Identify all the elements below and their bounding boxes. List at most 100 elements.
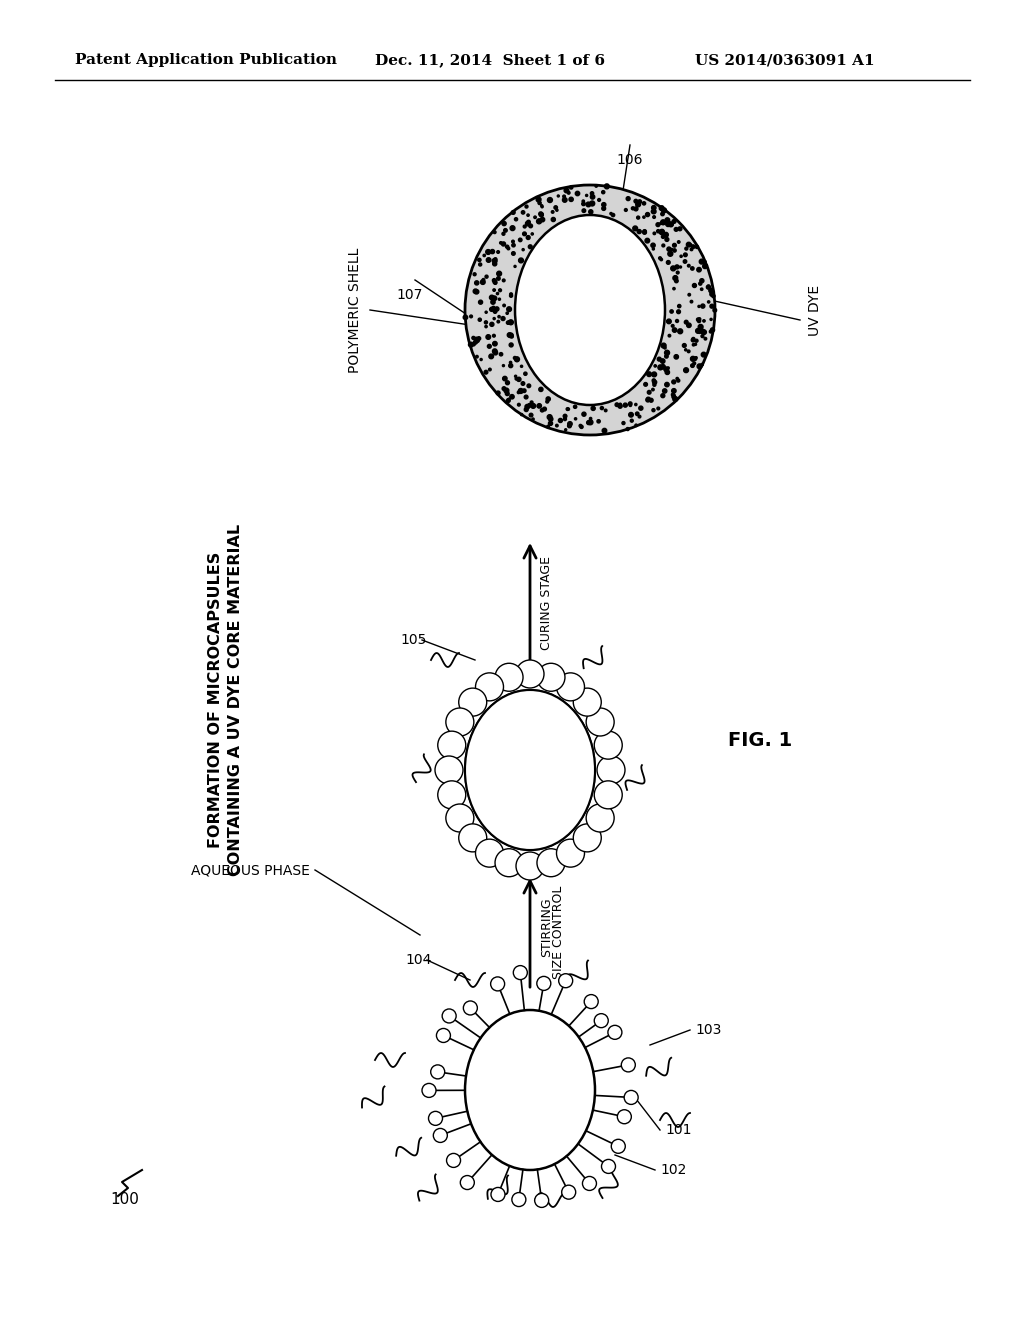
- Circle shape: [673, 248, 676, 252]
- Circle shape: [509, 362, 512, 363]
- Circle shape: [580, 425, 582, 428]
- Circle shape: [622, 421, 625, 425]
- Circle shape: [652, 380, 656, 384]
- Circle shape: [673, 395, 675, 397]
- Circle shape: [470, 315, 472, 318]
- Circle shape: [490, 300, 496, 304]
- Circle shape: [629, 401, 632, 405]
- Circle shape: [494, 351, 498, 355]
- Circle shape: [469, 342, 473, 347]
- Circle shape: [551, 211, 554, 214]
- Circle shape: [485, 326, 487, 327]
- Circle shape: [493, 297, 496, 300]
- Circle shape: [514, 356, 519, 362]
- Circle shape: [586, 804, 614, 832]
- Circle shape: [557, 195, 559, 197]
- Circle shape: [506, 246, 509, 248]
- Circle shape: [582, 202, 586, 206]
- Circle shape: [528, 244, 532, 248]
- Circle shape: [508, 321, 510, 322]
- Circle shape: [710, 330, 712, 333]
- Text: FIG. 1: FIG. 1: [728, 730, 793, 750]
- Circle shape: [474, 337, 478, 341]
- Circle shape: [527, 220, 530, 223]
- Circle shape: [712, 294, 715, 298]
- Circle shape: [499, 289, 502, 292]
- Circle shape: [622, 1057, 635, 1072]
- Circle shape: [677, 379, 680, 381]
- Circle shape: [668, 367, 670, 370]
- Circle shape: [611, 214, 614, 216]
- Circle shape: [521, 381, 524, 385]
- Circle shape: [438, 781, 466, 809]
- Circle shape: [433, 1129, 447, 1142]
- Circle shape: [643, 216, 645, 218]
- Circle shape: [485, 312, 487, 313]
- Text: UV DYE: UV DYE: [808, 284, 822, 335]
- Circle shape: [659, 206, 664, 211]
- Circle shape: [482, 279, 484, 281]
- Circle shape: [618, 404, 623, 408]
- Text: 100: 100: [110, 1192, 139, 1208]
- Text: AQUEOUS PHASE: AQUEOUS PHASE: [191, 863, 310, 876]
- Circle shape: [669, 222, 674, 227]
- Circle shape: [541, 408, 544, 412]
- Circle shape: [695, 356, 697, 359]
- Circle shape: [493, 259, 497, 263]
- Circle shape: [548, 198, 552, 202]
- Circle shape: [662, 235, 665, 239]
- Circle shape: [508, 319, 513, 325]
- Circle shape: [541, 206, 543, 207]
- Text: Patent Application Publication: Patent Application Publication: [75, 53, 337, 67]
- Circle shape: [502, 222, 506, 226]
- Circle shape: [666, 222, 671, 227]
- Circle shape: [493, 334, 496, 337]
- Circle shape: [582, 209, 586, 213]
- Circle shape: [538, 404, 542, 408]
- Circle shape: [511, 210, 515, 214]
- Circle shape: [498, 315, 500, 318]
- Circle shape: [442, 1008, 456, 1023]
- Circle shape: [520, 413, 522, 416]
- Circle shape: [490, 1188, 505, 1201]
- Circle shape: [480, 280, 485, 284]
- Circle shape: [695, 246, 698, 248]
- Circle shape: [620, 403, 622, 405]
- Circle shape: [667, 247, 671, 251]
- Circle shape: [668, 334, 671, 337]
- Circle shape: [602, 206, 605, 210]
- Circle shape: [604, 409, 607, 412]
- Circle shape: [690, 248, 693, 251]
- Circle shape: [499, 298, 501, 300]
- Circle shape: [495, 306, 499, 312]
- Circle shape: [585, 994, 598, 1008]
- Circle shape: [531, 418, 535, 420]
- Circle shape: [445, 804, 474, 832]
- Circle shape: [446, 1154, 461, 1167]
- Circle shape: [488, 354, 494, 359]
- Circle shape: [497, 277, 500, 280]
- Circle shape: [651, 388, 654, 391]
- Circle shape: [573, 688, 601, 717]
- Circle shape: [588, 420, 593, 425]
- Circle shape: [475, 840, 504, 867]
- Circle shape: [475, 338, 479, 342]
- Circle shape: [540, 213, 543, 216]
- Circle shape: [518, 238, 522, 242]
- Circle shape: [700, 329, 705, 334]
- Circle shape: [563, 195, 565, 198]
- Circle shape: [660, 259, 663, 261]
- Circle shape: [509, 333, 513, 338]
- Circle shape: [602, 190, 605, 194]
- Circle shape: [672, 219, 676, 223]
- Circle shape: [501, 317, 505, 321]
- Circle shape: [672, 393, 675, 396]
- Circle shape: [575, 191, 580, 195]
- Circle shape: [520, 366, 522, 367]
- Circle shape: [587, 421, 591, 425]
- Circle shape: [602, 202, 606, 207]
- Circle shape: [610, 213, 612, 215]
- Circle shape: [651, 209, 656, 214]
- Circle shape: [494, 280, 497, 284]
- Circle shape: [710, 318, 712, 321]
